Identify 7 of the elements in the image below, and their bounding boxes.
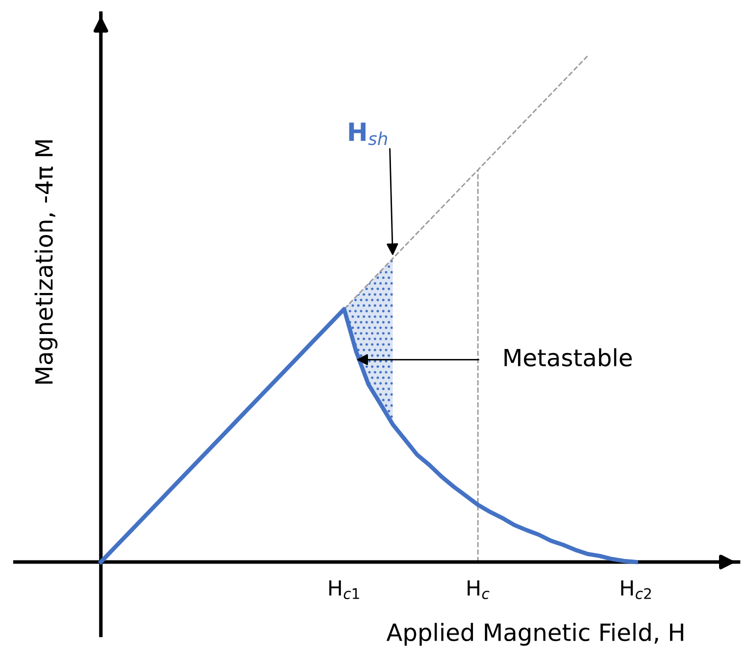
y-axis-title: Magnetization, -4π M	[34, 140, 58, 384]
annotation: H$_{sh}$	[349, 122, 388, 146]
annotation: Metastable	[504, 348, 632, 366]
x-tick-label: H$_{c2}$	[621, 580, 651, 600]
x-tick-label: H$_{c1}$	[329, 580, 360, 600]
x-axis-title: Applied Magnetic Field, H	[386, 622, 684, 646]
x-tick-label: H$_{c}$	[468, 580, 490, 600]
